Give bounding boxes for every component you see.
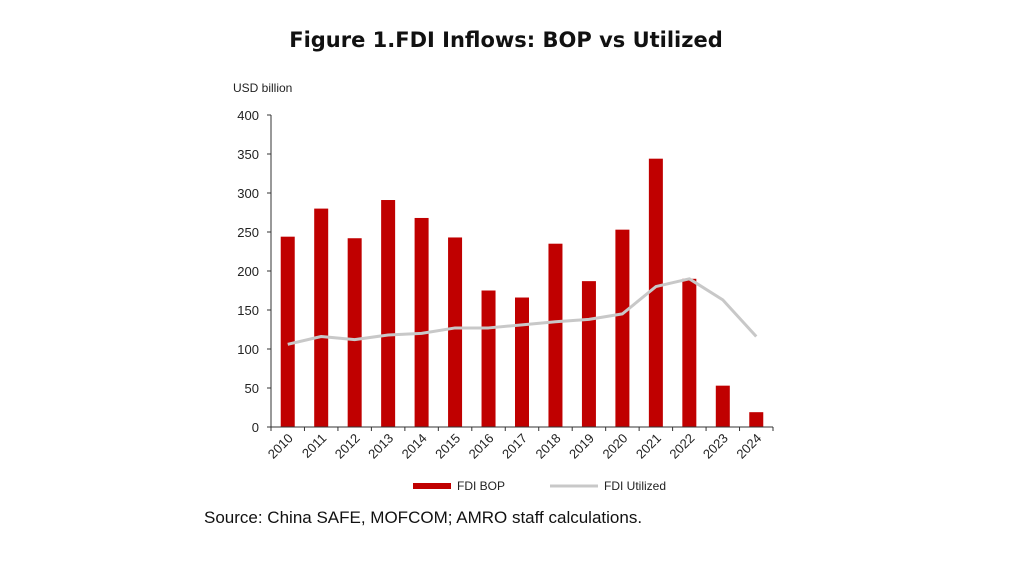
source-note: Source: China SAFE, MOFCOM; AMRO staff c…: [204, 508, 643, 527]
x-tick-label: 2019: [566, 431, 597, 462]
bar-fdi-bop-2019: [581, 281, 596, 427]
x-tick-label: 2015: [432, 431, 463, 462]
bar-fdi-bop-2021: [648, 158, 663, 427]
legend: FDI BOP FDI Utilized: [413, 479, 666, 493]
x-tick-label: 2018: [533, 431, 564, 462]
x-tick-label: 2021: [633, 431, 664, 462]
y-tick-label: 50: [245, 381, 259, 396]
y-axis-unit-label: USD billion: [233, 81, 292, 95]
y-tick-label: 300: [237, 186, 259, 201]
x-tick-label: 2013: [365, 431, 396, 462]
x-tick-label: 2016: [466, 431, 497, 462]
bar-fdi-bop-2015: [448, 237, 463, 427]
x-tick-label: 2010: [265, 431, 296, 462]
y-tick-label: 250: [237, 225, 259, 240]
bar-fdi-bop-2016: [481, 290, 496, 427]
legend-swatch-fdi-bop: [413, 483, 451, 489]
bar-fdi-bop-2018: [548, 243, 563, 427]
bar-fdi-bop-2017: [515, 297, 529, 427]
x-tick-label: 2024: [733, 431, 764, 462]
y-tick-label: 0: [252, 420, 259, 435]
x-tick-label: 2012: [332, 431, 363, 462]
legend-label-fdi-utilized: FDI Utilized: [604, 479, 666, 493]
x-tick-label: 2011: [299, 431, 329, 461]
y-tick-label: 200: [237, 264, 259, 279]
legend-label-fdi-bop: FDI BOP: [457, 479, 505, 493]
x-tick-label: 2020: [599, 431, 630, 462]
line-series-fdi-utilized: [287, 277, 758, 346]
bar-fdi-bop-2022: [682, 278, 697, 427]
x-tick-label: 2023: [700, 431, 731, 462]
x-tick-label: 2017: [499, 431, 530, 462]
chart-area: USD billion 0 50 100 150 200 250 300 350 400 201…: [233, 81, 774, 493]
x-tick-label: 2014: [399, 431, 430, 462]
bar-fdi-bop-2014: [414, 217, 429, 427]
bar-fdi-bop-2023: [715, 385, 730, 427]
y-tick-label: 350: [237, 147, 259, 162]
bar-fdi-bop-2011: [314, 208, 329, 427]
y-tick-label: 100: [237, 342, 259, 357]
chart-title: Figure 1.FDI Inflows: BOP vs Utilized: [289, 28, 723, 52]
bar-fdi-bop-2024: [749, 412, 764, 427]
x-tick-label: 2022: [666, 431, 697, 462]
bar-fdi-bop-2010: [280, 236, 295, 427]
bar-series-fdi-bop: [280, 158, 764, 427]
bar-fdi-bop-2013: [381, 200, 396, 427]
y-tick-label: 150: [237, 303, 259, 318]
x-axis: 2010 2011 2012 2013 2014 2015 2016 2017 2018 2019…: [265, 426, 774, 462]
y-axis: 0 50 100 150 200 250 300 350 400: [237, 108, 272, 435]
bar-fdi-bop-2012: [347, 238, 362, 427]
y-tick-label: 400: [237, 108, 259, 123]
bar-fdi-bop-2020: [615, 229, 630, 427]
